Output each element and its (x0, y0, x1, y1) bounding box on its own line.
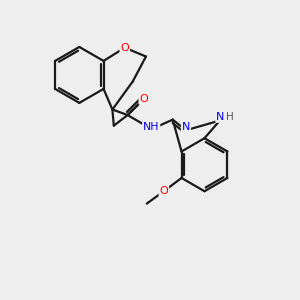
Text: NH: NH (143, 122, 159, 132)
Text: O: O (140, 94, 148, 104)
Text: O: O (120, 43, 129, 53)
Text: O: O (160, 186, 168, 196)
Text: N: N (216, 112, 225, 122)
Text: N: N (182, 122, 190, 132)
Text: H: H (226, 112, 234, 122)
